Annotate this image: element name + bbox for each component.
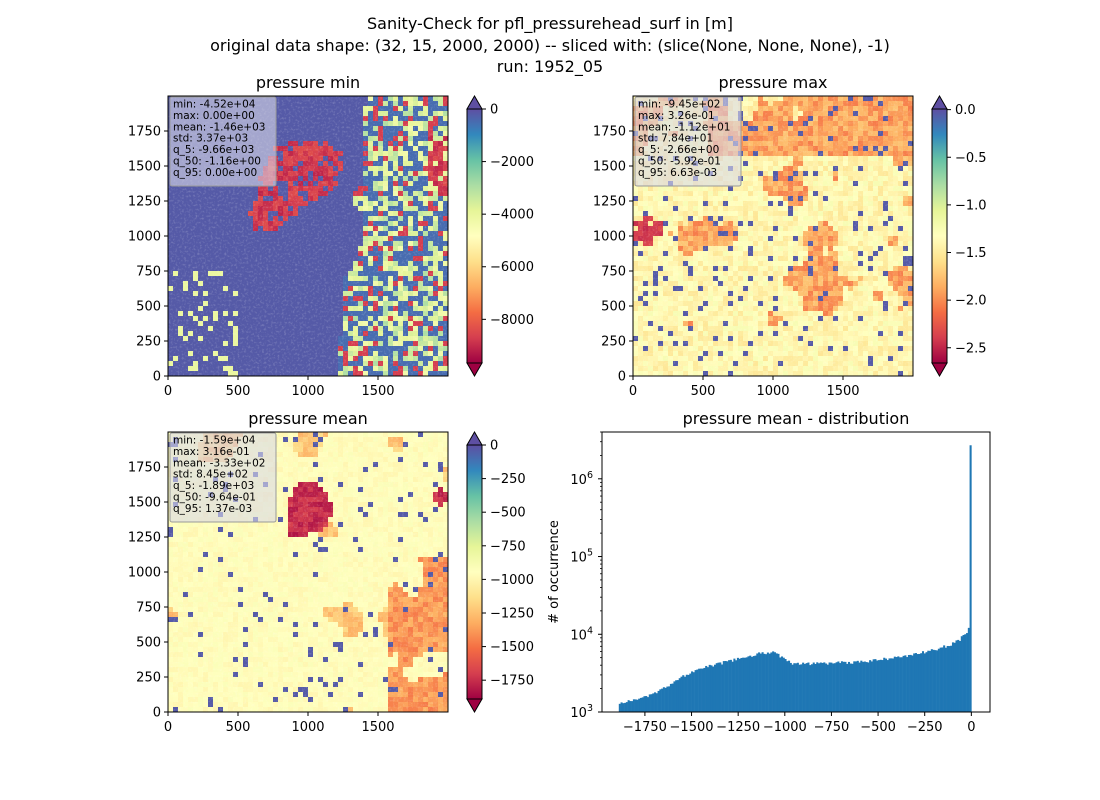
colorbar-tick-label: 0 xyxy=(490,103,498,118)
y-tick-label: 1500 xyxy=(128,160,161,175)
stats-line: q_95: 0.00e+00 xyxy=(173,167,257,179)
stats-line: q_5: -9.66e+03 xyxy=(173,144,254,156)
stats-line: mean: -1.46e+03 xyxy=(173,121,265,133)
pressure-min-title: pressure min xyxy=(256,73,360,92)
stats-line: min: -4.52e+04 xyxy=(173,99,256,111)
colorbar-tick-label: −4000 xyxy=(490,208,534,223)
figure-title-line-3: run: 1952_05 xyxy=(497,57,603,77)
stats-line: std: 3.37e+03 xyxy=(173,133,248,145)
x-tick-label: 500 xyxy=(226,384,251,399)
x-tick-label: 0 xyxy=(164,384,172,399)
stats-line: q_50: -1.16e+00 xyxy=(173,156,261,168)
figure-title-line-1: Sanity-Check for pfl_pressurehead_surf i… xyxy=(367,14,733,34)
figure-title-line-2: original data shape: (32, 15, 2000, 2000… xyxy=(210,36,890,55)
colorbar-extend-top xyxy=(466,94,483,110)
pressure-min-panel: pressure min 0 500 1000 1500 0 250 500 750 1000 12… xyxy=(128,73,534,399)
y-tick-label: 0 xyxy=(153,370,161,385)
colorbar-tick-label: −2000 xyxy=(490,155,534,170)
y-tick-label: 1750 xyxy=(128,125,161,140)
x-tick-label: 1500 xyxy=(361,384,394,399)
stats-box-background xyxy=(169,96,277,187)
colorbar-tick-label: −6000 xyxy=(490,260,534,275)
x-tick-label: 1000 xyxy=(291,384,324,399)
figure-title: Sanity-Check for pfl_pressurehead_surf i… xyxy=(210,14,890,77)
pressure-min-colorbar: 0 −2000 −4000 −6000 −8000 xyxy=(466,94,534,378)
colorbar-extend-bottom xyxy=(466,362,483,378)
y-tick-label: 750 xyxy=(136,265,161,280)
y-tick-label: 250 xyxy=(136,335,161,350)
colorbar-gradient xyxy=(466,108,483,364)
y-tick-label: 500 xyxy=(136,300,161,315)
colorbar-tick-label: −8000 xyxy=(490,313,534,328)
stats-line: max: 0.00e+00 xyxy=(173,110,255,122)
y-tick-label: 1250 xyxy=(128,195,161,210)
pressure-max-title: pressure max xyxy=(718,73,827,92)
y-tick-label: 1000 xyxy=(128,230,161,245)
